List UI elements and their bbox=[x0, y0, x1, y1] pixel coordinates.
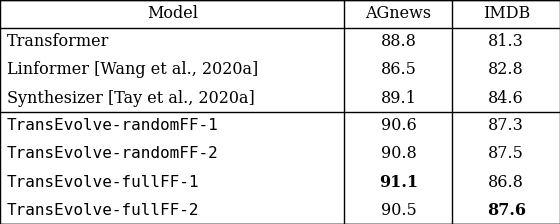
Text: 86.5: 86.5 bbox=[380, 62, 417, 78]
Text: 82.8: 82.8 bbox=[488, 62, 524, 78]
Text: TransEvolve-fullFF-1: TransEvolve-fullFF-1 bbox=[7, 174, 199, 190]
Text: TransEvolve-randomFF-1: TransEvolve-randomFF-1 bbox=[7, 118, 218, 134]
Text: 89.1: 89.1 bbox=[380, 90, 417, 106]
Text: Synthesizer [Tay et al., 2020a]: Synthesizer [Tay et al., 2020a] bbox=[7, 90, 254, 106]
Text: 84.6: 84.6 bbox=[488, 90, 524, 106]
Text: 90.5: 90.5 bbox=[381, 202, 416, 218]
Text: 91.1: 91.1 bbox=[379, 174, 418, 190]
Text: TransEvolve-fullFF-2: TransEvolve-fullFF-2 bbox=[7, 202, 199, 218]
Text: TransEvolve-randomFF-2: TransEvolve-randomFF-2 bbox=[7, 146, 218, 162]
Text: 86.8: 86.8 bbox=[488, 174, 524, 190]
Text: 90.6: 90.6 bbox=[381, 118, 416, 134]
Text: AGnews: AGnews bbox=[365, 6, 432, 22]
Text: Transformer: Transformer bbox=[7, 34, 109, 50]
Text: 88.8: 88.8 bbox=[380, 34, 417, 50]
Text: IMDB: IMDB bbox=[483, 6, 530, 22]
Text: 87.3: 87.3 bbox=[488, 118, 524, 134]
Text: Linformer [Wang et al., 2020a]: Linformer [Wang et al., 2020a] bbox=[7, 62, 258, 78]
Text: 90.8: 90.8 bbox=[381, 146, 416, 162]
Text: 81.3: 81.3 bbox=[488, 34, 524, 50]
Text: 87.6: 87.6 bbox=[487, 202, 526, 218]
Text: 87.5: 87.5 bbox=[488, 146, 524, 162]
Text: Model: Model bbox=[147, 6, 198, 22]
